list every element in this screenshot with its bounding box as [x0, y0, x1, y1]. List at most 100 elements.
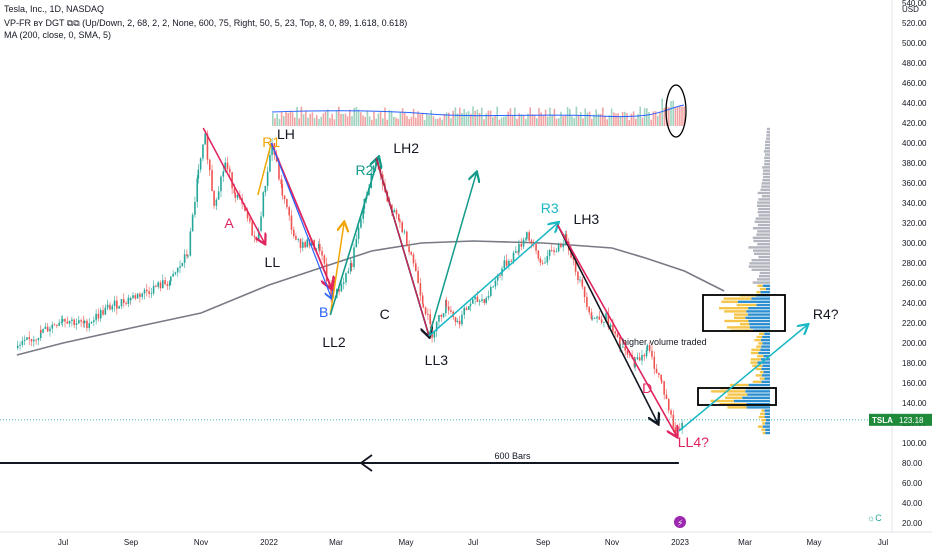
volume-bar — [608, 115, 611, 126]
r1-line[interactable] — [257, 142, 272, 196]
volume-bar — [648, 112, 650, 126]
wave-d-arrow[interactable] — [557, 224, 677, 436]
candle-body — [503, 260, 506, 269]
candle-body — [181, 262, 184, 267]
indicator-vp-fr-line[interactable]: VP-FR ʙʏ DGT ⧉⧉ (Up/Down, 2, 68, 2, 2, N… — [4, 18, 408, 28]
candle-body — [596, 316, 598, 319]
candle-body — [565, 234, 568, 242]
orange-up-arrow[interactable] — [329, 223, 344, 316]
volume-bar — [368, 116, 371, 126]
event-lightning-icon[interactable] — [674, 516, 686, 528]
lh-to-ll2-arrow[interactable] — [270, 142, 331, 288]
volume-profile-bar-up — [755, 374, 762, 377]
candle-body — [206, 133, 209, 160]
candle-body — [424, 307, 427, 315]
volume-bar — [481, 107, 483, 126]
volume-profile-bar — [761, 182, 770, 185]
volume-bar — [571, 116, 573, 126]
r3-arrow[interactable] — [428, 223, 558, 337]
candle-body — [132, 295, 134, 299]
candle-body — [537, 250, 540, 259]
annotation-label: R3 — [541, 200, 559, 216]
volume-profile-bar — [764, 156, 770, 159]
candle-body — [665, 394, 668, 399]
volume-bar — [397, 118, 399, 126]
volume-bar — [643, 108, 646, 126]
candle-body — [129, 298, 132, 301]
volume-profile-bar-up — [736, 303, 757, 307]
candle-body — [590, 312, 593, 319]
candle-body — [33, 339, 35, 342]
volume-bar — [291, 112, 294, 126]
candle-body — [325, 263, 328, 282]
settings-icon[interactable]: ☼C — [867, 513, 882, 523]
candle-body — [264, 185, 267, 193]
volume-profile-bar — [766, 131, 770, 134]
annotation-label: B — [319, 304, 328, 320]
volume-bar — [342, 113, 344, 126]
volume-profile-bar-up — [751, 348, 761, 351]
candle-body — [262, 192, 265, 217]
volume-profile-bar — [765, 143, 770, 147]
volume-profile-bar-down — [765, 287, 770, 291]
candle-body — [95, 313, 97, 321]
candle-body — [624, 346, 627, 351]
volume-bar — [492, 117, 494, 126]
candle-body — [539, 258, 542, 263]
volume-bar — [593, 114, 595, 126]
volume-bar — [476, 109, 479, 126]
candle-body — [525, 238, 527, 240]
candle-body — [350, 263, 353, 267]
volume-bar — [679, 105, 681, 126]
volume-profile-bar — [752, 227, 770, 230]
volume-profile-bar-up — [758, 342, 763, 345]
candle-body — [663, 381, 665, 395]
candle-body — [581, 279, 584, 287]
teal-projection-arrow[interactable] — [428, 173, 476, 337]
volume-bar — [564, 115, 567, 126]
volume-profile-bar-down — [747, 313, 770, 316]
annotation-label: C — [380, 306, 390, 322]
volume-bar — [558, 118, 560, 126]
candle-body — [35, 339, 37, 341]
y-tick-label: 480.00 — [902, 59, 927, 68]
indicator-ma-line[interactable]: MA (200, close, 0, SMA, 5) — [4, 30, 112, 40]
volume-bar — [478, 112, 481, 126]
wave-b-arrow[interactable] — [270, 142, 331, 298]
candle-body — [422, 304, 425, 308]
candle-body — [641, 354, 643, 361]
candle-body — [125, 303, 127, 305]
last-price-tag — [895, 413, 932, 426]
volume-bar — [322, 113, 325, 126]
candle-body — [315, 248, 318, 250]
volume-profile-bar — [751, 268, 770, 271]
volume-bar — [434, 118, 437, 126]
candle-body — [399, 220, 401, 223]
wave-a-arrow[interactable] — [202, 127, 264, 243]
volume-bar — [311, 112, 314, 126]
volume-bar — [357, 109, 360, 126]
candle-body — [442, 313, 445, 317]
lh2-to-ll3-line[interactable] — [375, 157, 430, 337]
candle-body — [28, 337, 31, 340]
candle-body — [577, 271, 579, 281]
r2-arrow[interactable] — [329, 158, 378, 316]
volume-bar — [313, 117, 316, 126]
candle-body — [189, 231, 192, 256]
candle-body — [58, 322, 60, 326]
volume-bar — [628, 119, 630, 126]
candle-body — [152, 285, 155, 294]
volume-profile-bar-down — [758, 351, 770, 355]
candle-body — [393, 210, 395, 213]
y-tick-label: 320.00 — [902, 219, 927, 228]
volume-bar — [432, 116, 435, 126]
lh3-black-arrow[interactable] — [556, 224, 658, 423]
volume-bar — [602, 107, 604, 126]
volume-profile-bar-up — [752, 380, 762, 383]
volume-bar — [654, 111, 657, 126]
volume-bar — [280, 111, 283, 126]
volume-profile-bar-up — [760, 412, 765, 415]
r4-projection-arrow[interactable] — [678, 325, 807, 432]
candle-body — [318, 244, 321, 251]
